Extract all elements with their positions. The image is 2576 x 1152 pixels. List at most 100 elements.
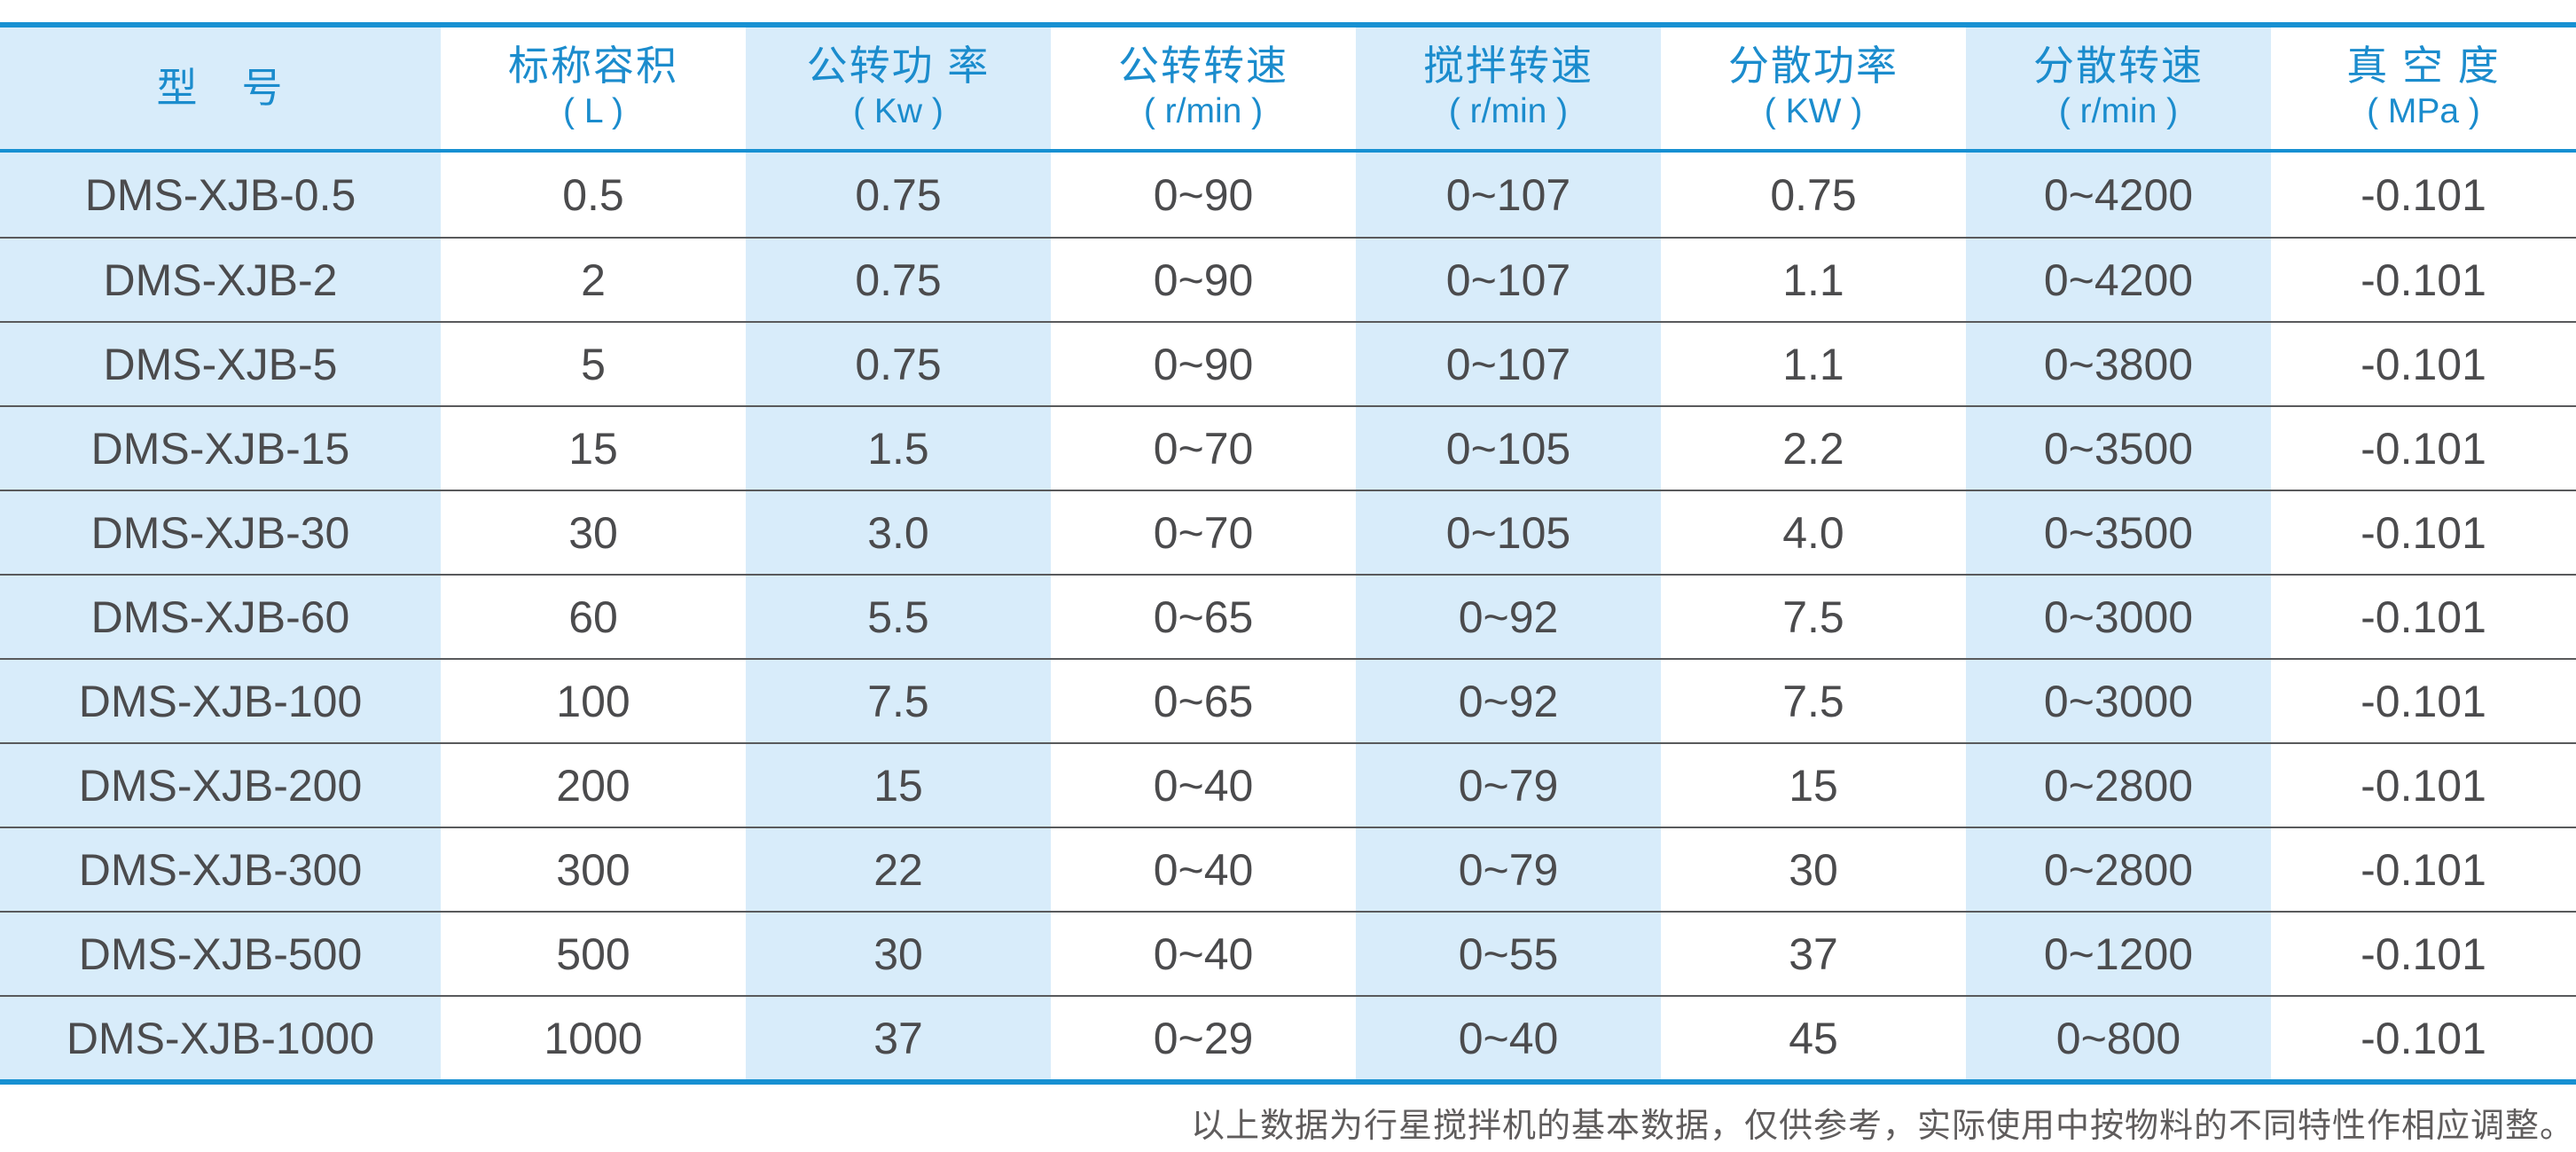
table-cell: 15 <box>746 744 1051 827</box>
table-top-border <box>0 22 2576 27</box>
table-cell-model: DMS-XJB-2 <box>0 239 441 321</box>
table-body: DMS-XJB-0.5 0.5 0.75 0~90 0~107 0.75 0~4… <box>0 153 2576 1079</box>
table-cell: 0~92 <box>1356 576 1661 658</box>
table-cell: 0~1200 <box>1966 913 2271 995</box>
table-cell: 7.5 <box>1661 660 1966 742</box>
table-cell: 0~79 <box>1356 744 1661 827</box>
table-row: DMS-XJB-0.5 0.5 0.75 0~90 0~107 0.75 0~4… <box>0 153 2576 237</box>
header-cell-revolution-speed: 公转转速 ( r/min ) <box>1051 27 1356 149</box>
table-cell: 2 <box>441 239 746 321</box>
table-cell: 0~40 <box>1051 744 1356 827</box>
header-unit: ( r/min ) <box>1448 91 1569 130</box>
table-cell: 0~800 <box>1966 997 2271 1079</box>
header-unit: ( L ) <box>563 91 623 130</box>
header-label: 分散功率 <box>1728 42 1899 89</box>
header-label: 标称容积 <box>508 42 678 89</box>
table-cell: -0.101 <box>2271 744 2576 827</box>
footer-note: 以上数据为行星搅拌机的基本数据，仅供参考，实际使用中按物料的不同特性作相应调整。 <box>1190 1108 2574 1145</box>
table-row: DMS-XJB-500 500 30 0~40 0~55 37 0~1200 -… <box>0 911 2576 995</box>
table-cell: 0~2800 <box>1966 828 2271 911</box>
table-cell-model: DMS-XJB-100 <box>0 660 441 742</box>
header-unit: ( Kw ) <box>853 91 943 130</box>
table-row: DMS-XJB-2 2 0.75 0~90 0~107 1.1 0~4200 -… <box>0 237 2576 321</box>
table-cell: 0.5 <box>441 153 746 237</box>
table-cell-model: DMS-XJB-5 <box>0 323 441 405</box>
table-cell: 1.1 <box>1661 239 1966 321</box>
header-label: 搅拌转速 <box>1423 42 1593 89</box>
table-cell: 0~4200 <box>1966 153 2271 237</box>
header-divider <box>0 149 2576 153</box>
table-cell: 0~4200 <box>1966 239 2271 321</box>
table-row: DMS-XJB-30 30 3.0 0~70 0~105 4.0 0~3500 … <box>0 490 2576 574</box>
table-cell-model: DMS-XJB-200 <box>0 744 441 827</box>
table-cell: 30 <box>441 491 746 574</box>
table-cell: 37 <box>1661 913 1966 995</box>
table-cell: 200 <box>441 744 746 827</box>
header-cell-stir-speed: 搅拌转速 ( r/min ) <box>1356 27 1661 149</box>
table-cell: 0~107 <box>1356 239 1661 321</box>
table-cell: -0.101 <box>2271 660 2576 742</box>
table-cell: 60 <box>441 576 746 658</box>
table-cell-model: DMS-XJB-60 <box>0 576 441 658</box>
table-cell: 0~3000 <box>1966 576 2271 658</box>
table-cell: 45 <box>1661 997 1966 1079</box>
table-cell: 0.75 <box>746 153 1051 237</box>
table-cell-model: DMS-XJB-500 <box>0 913 441 995</box>
header-cell-model: 型 号 <box>0 27 441 149</box>
table-cell: 2.2 <box>1661 407 1966 490</box>
table-cell: 0~105 <box>1356 491 1661 574</box>
header-cell-dispersion-speed: 分散转速 ( r/min ) <box>1966 27 2271 149</box>
header-label: 真 空 度 <box>2346 42 2501 89</box>
table-bottom-border <box>0 1079 2576 1085</box>
table-cell: 0~92 <box>1356 660 1661 742</box>
table-cell: 0~40 <box>1051 828 1356 911</box>
header-label: 公转转速 <box>1118 42 1288 89</box>
table-cell-model: DMS-XJB-1000 <box>0 997 441 1079</box>
table-cell: -0.101 <box>2271 491 2576 574</box>
table-cell: 0~40 <box>1051 913 1356 995</box>
table-cell: 0~107 <box>1356 153 1661 237</box>
header-unit: ( r/min ) <box>2058 91 2179 130</box>
table-cell: 500 <box>441 913 746 995</box>
table-cell: 4.0 <box>1661 491 1966 574</box>
table-cell: -0.101 <box>2271 913 2576 995</box>
table-cell: 5 <box>441 323 746 405</box>
table-cell: 30 <box>1661 828 1966 911</box>
header-label: 分散转速 <box>2033 42 2204 89</box>
header-label: 型 号 <box>156 65 285 112</box>
table-cell: 100 <box>441 660 746 742</box>
table-cell: 0~40 <box>1356 997 1661 1079</box>
table-cell: 0~65 <box>1051 576 1356 658</box>
table-cell-model: DMS-XJB-0.5 <box>0 153 441 237</box>
table-cell: 0~90 <box>1051 153 1356 237</box>
table-cell: 1000 <box>441 997 746 1079</box>
table-cell: 0~90 <box>1051 239 1356 321</box>
table-cell: 0.75 <box>746 239 1051 321</box>
table-cell: 7.5 <box>746 660 1051 742</box>
header-unit: ( MPa ) <box>2367 91 2480 130</box>
table-cell: 22 <box>746 828 1051 911</box>
table-cell-model: DMS-XJB-30 <box>0 491 441 574</box>
table-row: DMS-XJB-200 200 15 0~40 0~79 15 0~2800 -… <box>0 742 2576 827</box>
table-cell: 0~3500 <box>1966 491 2271 574</box>
table-cell: 0~55 <box>1356 913 1661 995</box>
table-cell: 3.0 <box>746 491 1051 574</box>
table-cell: 15 <box>1661 744 1966 827</box>
spec-table: 型 号 标称容积 ( L ) 公转功 率 ( Kw ) 公转转速 ( r/min… <box>0 22 2576 1085</box>
table-row: DMS-XJB-5 5 0.75 0~90 0~107 1.1 0~3800 -… <box>0 321 2576 405</box>
table-cell: 37 <box>746 997 1051 1079</box>
table-row: DMS-XJB-300 300 22 0~40 0~79 30 0~2800 -… <box>0 827 2576 911</box>
table-row: DMS-XJB-60 60 5.5 0~65 0~92 7.5 0~3000 -… <box>0 574 2576 658</box>
header-row: 型 号 标称容积 ( L ) 公转功 率 ( Kw ) 公转转速 ( r/min… <box>0 27 2576 149</box>
table-cell: 300 <box>441 828 746 911</box>
table-cell: 30 <box>746 913 1051 995</box>
header-label: 公转功 率 <box>806 42 990 89</box>
table-cell: 0~70 <box>1051 407 1356 490</box>
table-cell: -0.101 <box>2271 576 2576 658</box>
table-cell: 5.5 <box>746 576 1051 658</box>
table-cell: 0~2800 <box>1966 744 2271 827</box>
table-cell: 0~70 <box>1051 491 1356 574</box>
table-cell-model: DMS-XJB-15 <box>0 407 441 490</box>
table-cell: 15 <box>441 407 746 490</box>
header-cell-dispersion-power: 分散功率 ( KW ) <box>1661 27 1966 149</box>
